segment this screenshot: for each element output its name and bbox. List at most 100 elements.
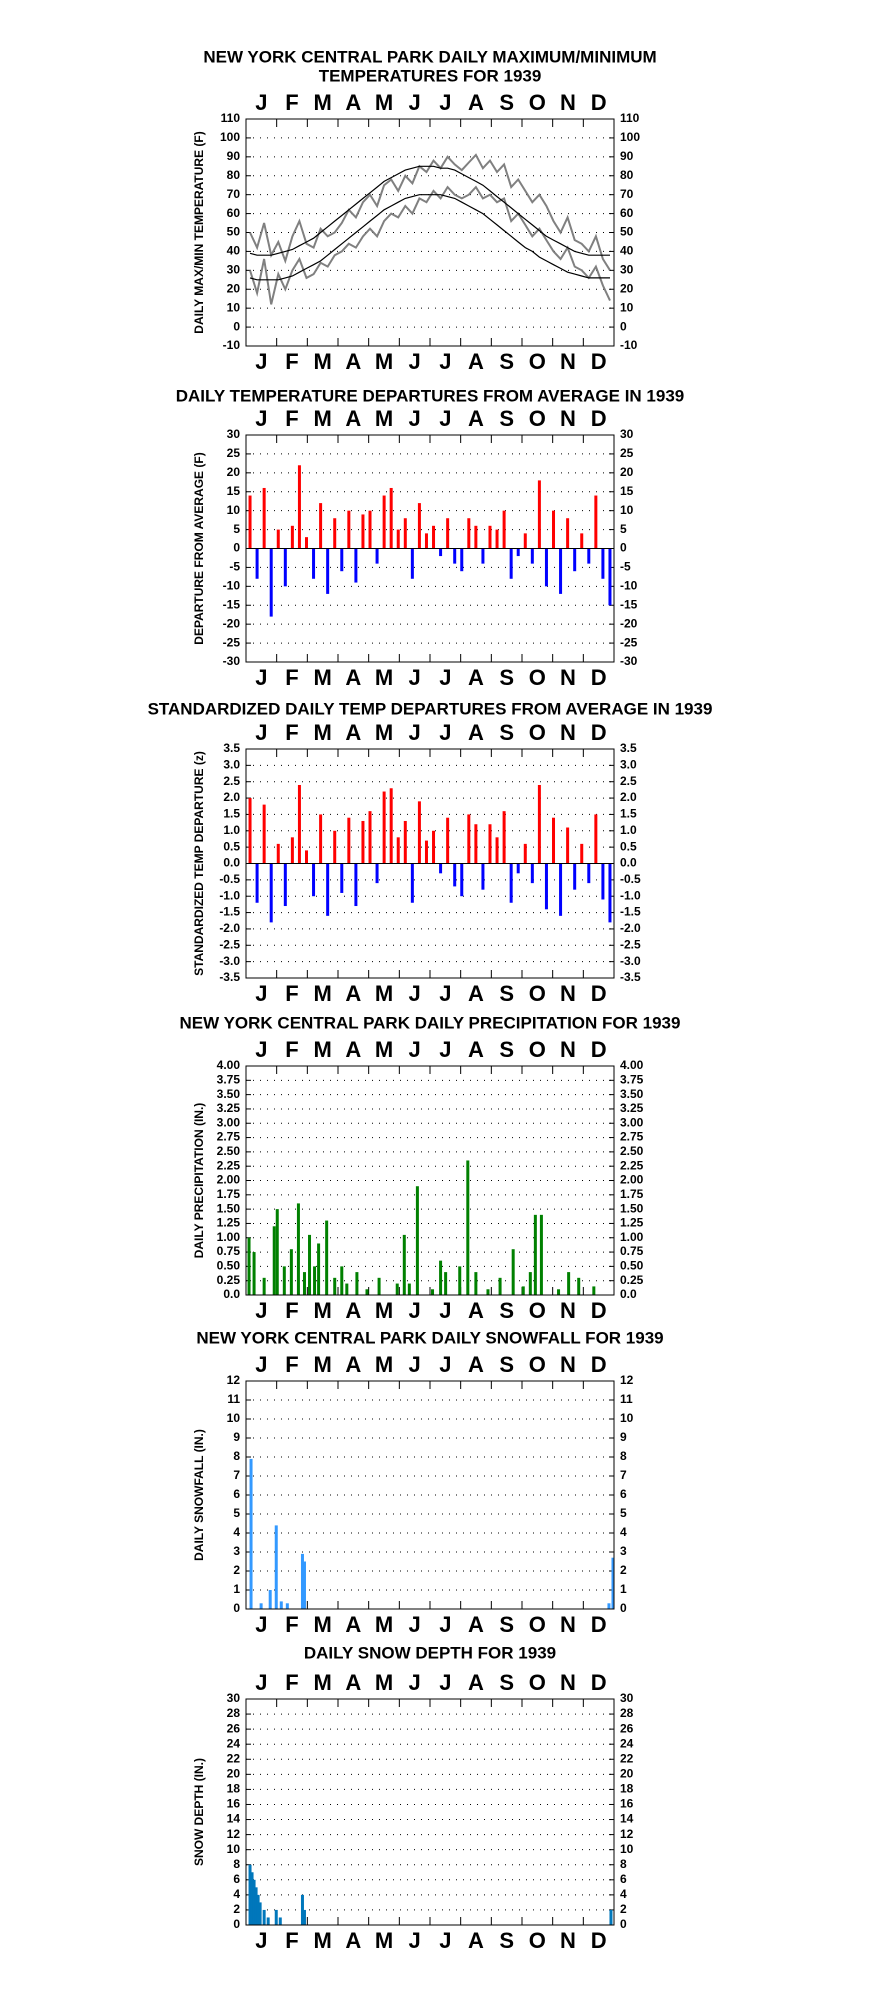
- month-label: S: [499, 406, 514, 431]
- chart-title: NEW YORK CENTRAL PARK DAILY SNOWFALL FOR…: [196, 1328, 663, 1347]
- month-label: M: [314, 720, 332, 745]
- bar: [255, 863, 259, 903]
- y-tick-label: 2.0: [223, 790, 240, 804]
- bar: [552, 510, 556, 549]
- y2-tick-label: 2.25: [620, 1158, 644, 1172]
- y-tick-label: 30: [227, 263, 241, 277]
- y-tick-label: -2.5: [219, 937, 240, 951]
- bar: [266, 1917, 270, 1925]
- y2-tick-label: 20: [620, 465, 634, 479]
- y2-tick-label: -2.0: [620, 921, 641, 935]
- bar: [326, 863, 330, 916]
- bar: [523, 533, 527, 549]
- bar: [272, 1226, 276, 1295]
- month-label: M: [375, 720, 393, 745]
- month-label: J: [409, 981, 421, 1006]
- y-tick-label: 0.25: [217, 1273, 241, 1287]
- bar: [333, 830, 337, 864]
- chart: NEW YORK CENTRAL PARK DAILY SNOWFALL FOR…: [192, 1328, 663, 1636]
- y2-tick-label: 20: [620, 1767, 634, 1781]
- y-tick-label: 70: [227, 187, 241, 201]
- month-label: M: [314, 1928, 332, 1953]
- y2-tick-label: 10: [620, 300, 634, 314]
- bar: [250, 1872, 254, 1925]
- y2-tick-label: 80: [620, 168, 634, 182]
- month-label: A: [468, 1037, 484, 1062]
- month-label: A: [345, 90, 361, 115]
- bar: [530, 548, 534, 564]
- bar: [312, 548, 316, 579]
- month-label: J: [409, 720, 421, 745]
- y2-tick-label: -2.5: [620, 937, 641, 951]
- y-tick-label: 30: [227, 427, 241, 441]
- month-label: F: [285, 1670, 298, 1695]
- month-label: O: [529, 981, 546, 1006]
- bar: [262, 1277, 266, 1295]
- month-label: M: [314, 90, 332, 115]
- plot-frame: [245, 1380, 615, 1610]
- month-label: F: [285, 1612, 298, 1637]
- y-tick-label: 60: [227, 206, 241, 220]
- bar: [252, 1879, 256, 1925]
- y2-tick-label: 30: [620, 1691, 634, 1705]
- y2-tick-label: 14: [620, 1812, 634, 1826]
- y-tick-label: 5: [233, 522, 240, 536]
- month-label: M: [375, 1670, 393, 1695]
- y-tick-label: 100: [220, 130, 240, 144]
- y2-tick-label: 3.00: [620, 1115, 644, 1129]
- bar: [300, 1553, 304, 1609]
- y2-tick-label: 2.50: [620, 1144, 644, 1158]
- month-label: M: [375, 665, 393, 690]
- bar: [509, 548, 513, 579]
- bar: [308, 1234, 312, 1295]
- month-label: J: [409, 1612, 421, 1637]
- bar: [345, 1283, 349, 1295]
- y2-tick-label: 0.50: [620, 1259, 644, 1273]
- month-label: A: [468, 720, 484, 745]
- bar: [407, 1283, 411, 1295]
- month-label: O: [529, 406, 546, 431]
- bar: [495, 837, 499, 864]
- y-axis-label: DEPARTURE FROM AVERAGE (F): [192, 452, 206, 644]
- bar: [557, 1289, 561, 1295]
- bar: [340, 548, 344, 572]
- bar: [300, 1894, 304, 1925]
- month-label: F: [285, 90, 298, 115]
- y-tick-label: 1.0: [223, 823, 240, 837]
- month-label: J: [439, 981, 451, 1006]
- month-label: F: [285, 1352, 298, 1377]
- bar: [347, 817, 351, 864]
- y-tick-label: 3.00: [217, 1115, 241, 1129]
- y2-tick-label: 28: [620, 1706, 634, 1720]
- month-label: J: [255, 1037, 267, 1062]
- y-tick-label: 3.5: [223, 741, 240, 755]
- month-label: J: [439, 665, 451, 690]
- y-tick-label: 11: [227, 1392, 240, 1406]
- bar: [402, 1234, 406, 1295]
- y2-tick-label: 0.5: [620, 839, 637, 853]
- bar: [573, 548, 577, 572]
- y-tick-label: 4: [233, 1887, 240, 1901]
- bar: [268, 1590, 272, 1609]
- bar: [424, 840, 428, 864]
- chart: DAILY TEMPERATURE DEPARTURES FROM AVERAG…: [176, 386, 685, 689]
- plot-frame: [245, 1698, 615, 1926]
- y2-tick-label: 3: [620, 1544, 627, 1558]
- bar: [269, 863, 273, 923]
- bar: [375, 548, 379, 564]
- month-label: A: [345, 981, 361, 1006]
- month-label: S: [499, 90, 514, 115]
- chart-title: DAILY TEMPERATURE DEPARTURES FROM AVERAG…: [176, 386, 685, 405]
- bar: [297, 784, 301, 864]
- y-tick-label: -10: [223, 338, 241, 352]
- bar: [511, 1249, 515, 1295]
- month-label: A: [345, 1352, 361, 1377]
- bar: [566, 518, 570, 549]
- y-tick-label: 12: [227, 1373, 241, 1387]
- y-tick-label: 2: [233, 1563, 240, 1577]
- y-tick-label: 50: [227, 225, 241, 239]
- y-tick-label: 1: [233, 1582, 240, 1596]
- bar: [486, 1289, 490, 1295]
- bar: [389, 487, 393, 549]
